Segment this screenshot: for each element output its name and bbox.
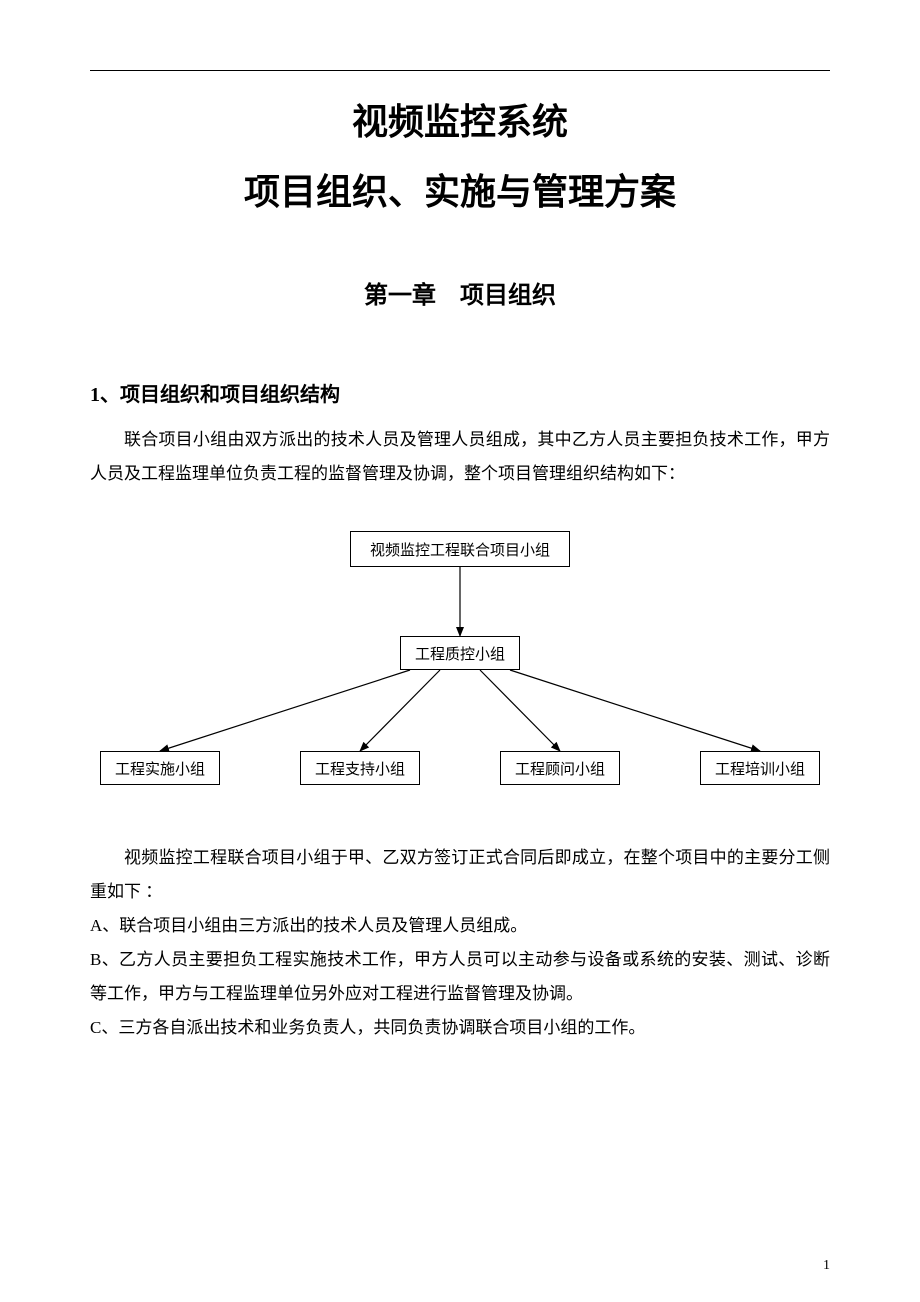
org-flowchart: 视频监控工程联合项目小组工程质控小组工程实施小组 工程支持小组 工程顾问小组 工程培训… <box>90 531 830 811</box>
flowchart-node-qc: 工程质控小组 <box>400 636 520 670</box>
flowchart-node-cons: 工程顾问小组 <box>500 751 620 785</box>
flowchart-edge <box>360 670 440 751</box>
page-number: 1 <box>823 1258 830 1274</box>
flowchart-edge <box>510 670 760 751</box>
doc-title-line1: 视频监控系统 <box>90 93 830 145</box>
flowchart-node-root: 视频监控工程联合项目小组 <box>350 531 570 567</box>
afterchart-paragraph: 视频监控工程联合项目小组于甲、乙双方签订正式合同后即成立，在整个项目中的主要分工… <box>90 841 830 909</box>
flowchart-edge <box>160 670 410 751</box>
section-1-heading: 1、项目组织和项目组织结构 <box>90 378 830 407</box>
list-item-a: A、联合项目小组由三方派出的技术人员及管理人员组成。 <box>90 909 830 943</box>
top-rule <box>90 70 830 71</box>
list-item-b: B、乙方人员主要担负工程实施技术工作，甲方人员可以主动参与设备或系统的安装、测试… <box>90 943 830 1011</box>
doc-title-line2: 项目组织、实施与管理方案 <box>90 163 830 215</box>
list-item-c: C、三方各自派出技术和业务负责人，共同负责协调联合项目小组的工作。 <box>90 1011 830 1045</box>
flowchart-node-impl: 工程实施小组 <box>100 751 220 785</box>
section-1-paragraph: 联合项目小组由双方派出的技术人员及管理人员组成，其中乙方人员主要担负技术工作，甲… <box>90 423 830 491</box>
chapter-heading: 第一章 项目组织 <box>90 275 830 310</box>
flowchart-edge <box>480 670 560 751</box>
flowchart-node-train: 工程培训小组 <box>700 751 820 785</box>
flowchart-node-supp: 工程支持小组 <box>300 751 420 785</box>
